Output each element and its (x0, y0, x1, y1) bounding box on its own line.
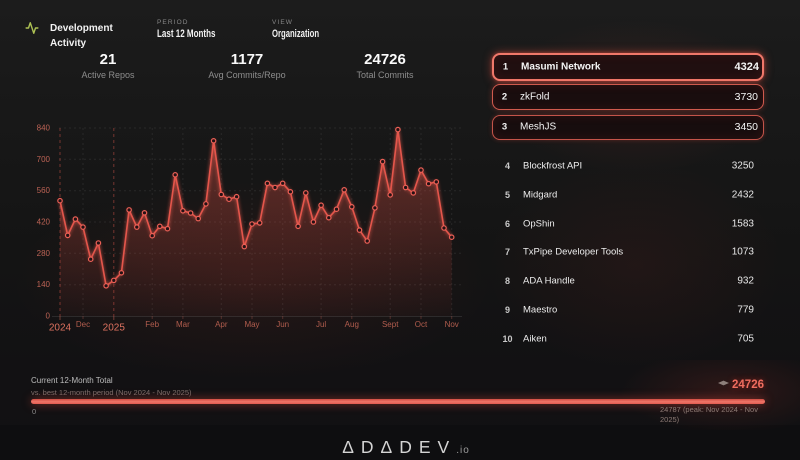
svg-text:Sept: Sept (382, 320, 399, 329)
svg-text:Jun: Jun (276, 320, 289, 329)
svg-text:Aug: Aug (345, 320, 359, 329)
svg-text:Jul: Jul (316, 320, 326, 329)
svg-text:560: 560 (37, 186, 51, 195)
svg-text:840: 840 (37, 124, 51, 133)
svg-text:Dec: Dec (76, 320, 90, 329)
svg-text:Feb: Feb (145, 320, 159, 329)
svg-text:140: 140 (37, 280, 51, 289)
svg-text:0: 0 (46, 312, 51, 321)
svg-text:Nov: Nov (445, 320, 459, 329)
svg-text:Oct: Oct (415, 320, 428, 329)
svg-text:420: 420 (37, 218, 51, 227)
svg-text:2025: 2025 (103, 323, 126, 334)
svg-text:280: 280 (37, 249, 51, 258)
svg-text:Apr: Apr (215, 320, 228, 329)
svg-text:700: 700 (37, 155, 51, 164)
svg-text:2024: 2024 (49, 323, 72, 334)
svg-text:Mar: Mar (176, 320, 190, 329)
svg-text:May: May (244, 320, 259, 329)
